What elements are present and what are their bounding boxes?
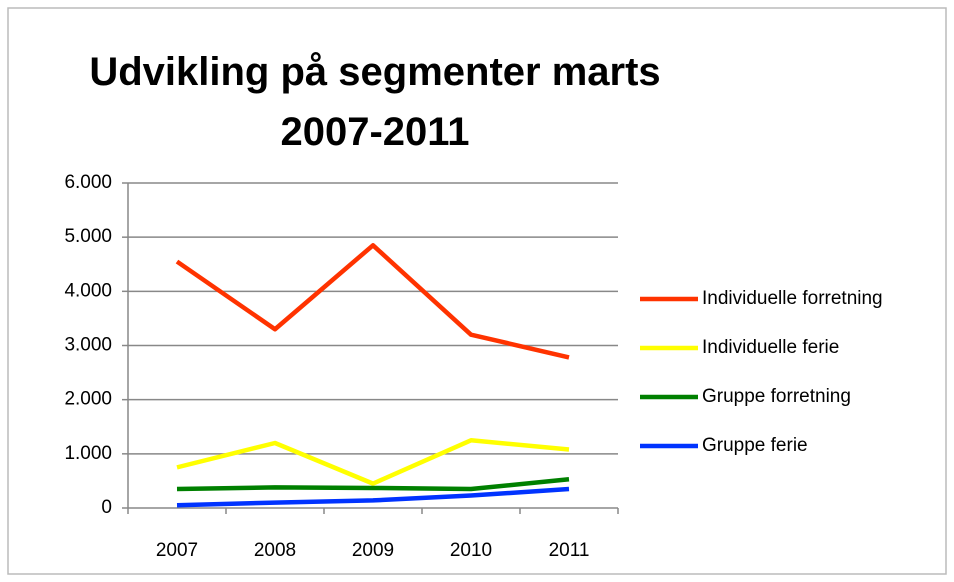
y-tick-label: 0	[101, 497, 112, 518]
legend-label: Individuelle ferie	[702, 337, 839, 358]
y-tick-label: 4.000	[64, 280, 112, 301]
series-line	[176, 486, 570, 508]
y-tick-label: 3.000	[64, 335, 112, 356]
y-tick-label: 6.000	[64, 172, 112, 193]
y-tick-label: 2.000	[64, 389, 112, 410]
series-line	[175, 243, 570, 360]
legend-label: Gruppe forretning	[702, 386, 851, 407]
x-tick-label: 2008	[254, 540, 296, 561]
x-tick-label: 2011	[549, 540, 590, 561]
series-line	[176, 438, 570, 486]
legend-label: Individuelle forretning	[702, 288, 883, 309]
x-tick-label: 2010	[450, 540, 492, 561]
series-line	[176, 477, 570, 492]
x-tick-label: 2007	[156, 540, 198, 561]
y-tick-label: 5.000	[64, 226, 112, 247]
legend-label: Gruppe ferie	[702, 435, 808, 456]
x-tick-label: 2009	[352, 540, 394, 561]
chart-title: Udvikling på segmenter marts 2007-2011	[89, 50, 661, 154]
y-tick-label: 1.000	[64, 443, 112, 464]
